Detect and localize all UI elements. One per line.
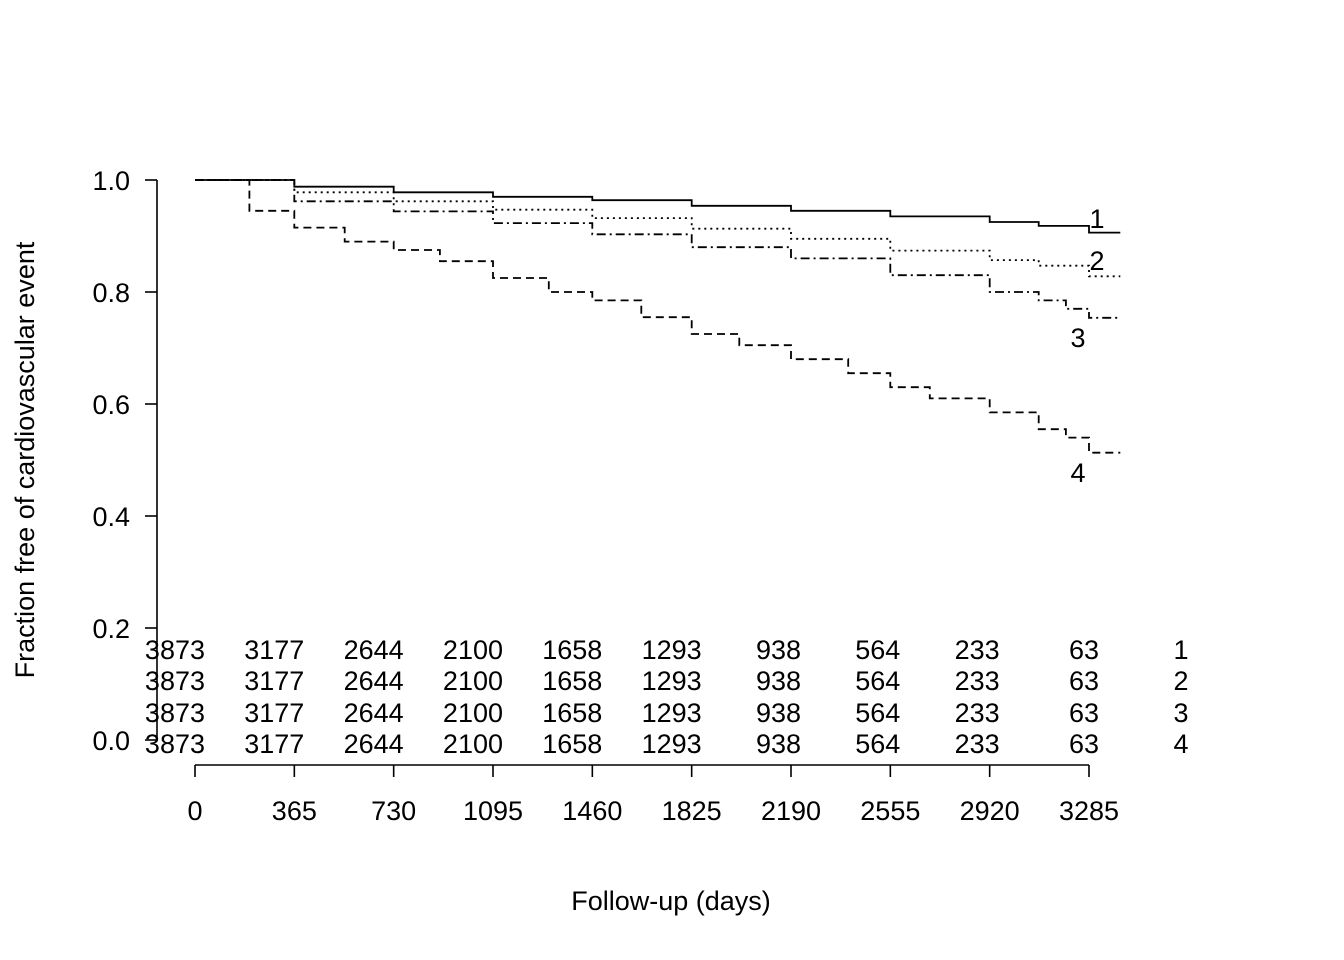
y-tick-label: 0.6 <box>92 390 130 420</box>
risk-count: 3873 <box>145 635 205 665</box>
risk-count: 63 <box>1069 729 1099 759</box>
risk-count: 3873 <box>145 666 205 696</box>
risk-count: 233 <box>955 666 1000 696</box>
x-tick-label: 1095 <box>463 796 523 826</box>
risk-count: 3177 <box>244 666 304 696</box>
survival-curve-1 <box>195 179 1121 234</box>
y-tick-label: 0.2 <box>92 614 130 644</box>
x-tick-label: 2190 <box>761 796 821 826</box>
y-tick-label: 0.4 <box>92 502 130 532</box>
risk-count: 2644 <box>344 666 404 696</box>
x-axis-title: Follow-up (days) <box>571 886 771 916</box>
y-tick-label: 1.0 <box>92 166 130 196</box>
x-tick-label: 365 <box>272 796 317 826</box>
risk-count: 1293 <box>642 698 702 728</box>
x-tick-label: 2920 <box>960 796 1020 826</box>
risk-count: 3177 <box>244 635 304 665</box>
risk-count: 3177 <box>244 698 304 728</box>
risk-count: 938 <box>756 666 801 696</box>
x-tick-label: 1825 <box>662 796 722 826</box>
y-tick-label: 0.0 <box>92 726 130 756</box>
risk-count: 2100 <box>443 698 503 728</box>
survival-curves <box>195 179 1121 454</box>
risk-count: 1293 <box>642 729 702 759</box>
risk-count: 938 <box>756 635 801 665</box>
risk-count: 1658 <box>542 635 602 665</box>
survival-curve-2 <box>195 179 1121 278</box>
risk-table: 3873 3177 2644 2100 1658 1293 938 564 233 63 1 3873… <box>145 635 1189 759</box>
risk-count: 564 <box>855 666 900 696</box>
y-tick-label: 0.8 <box>92 278 130 308</box>
curve-label-2: 2 <box>1089 246 1104 276</box>
risk-row-label: 1 <box>1173 635 1188 665</box>
risk-row-label: 3 <box>1173 698 1188 728</box>
risk-count: 2100 <box>443 635 503 665</box>
x-tick-label: 3285 <box>1059 796 1119 826</box>
x-tick-label: 2555 <box>860 796 920 826</box>
risk-count: 2100 <box>443 666 503 696</box>
risk-count: 1293 <box>642 635 702 665</box>
x-tick-label: 0 <box>187 796 202 826</box>
risk-count: 63 <box>1069 698 1099 728</box>
curve-labels: 1 2 3 4 <box>1070 204 1104 488</box>
risk-count: 1658 <box>542 729 602 759</box>
risk-row-label: 4 <box>1173 729 1188 759</box>
y-axis-title: Fraction free of cardiovascular event <box>10 241 40 678</box>
risk-count: 2644 <box>344 729 404 759</box>
risk-count: 233 <box>955 635 1000 665</box>
risk-count: 2644 <box>344 698 404 728</box>
y-axis: 1.0 0.8 0.6 0.4 0.2 0.0 <box>92 166 158 756</box>
risk-count: 63 <box>1069 635 1099 665</box>
risk-count: 564 <box>855 698 900 728</box>
risk-count: 233 <box>955 698 1000 728</box>
survival-curve-3 <box>195 179 1121 319</box>
x-tick-label: 1460 <box>562 796 622 826</box>
risk-count: 564 <box>855 729 900 759</box>
x-axis: 0 365 730 1095 1460 1825 2190 2555 2920 3285 <box>187 764 1119 826</box>
risk-count: 3873 <box>145 729 205 759</box>
risk-count: 938 <box>756 698 801 728</box>
curve-label-1: 1 <box>1089 204 1104 234</box>
risk-count: 63 <box>1069 666 1099 696</box>
curve-label-4: 4 <box>1070 458 1085 488</box>
x-tick-label: 730 <box>371 796 416 826</box>
risk-count: 2644 <box>344 635 404 665</box>
risk-count: 1658 <box>542 666 602 696</box>
risk-count: 1658 <box>542 698 602 728</box>
survival-curve-4 <box>195 179 1121 454</box>
curve-label-3: 3 <box>1070 323 1085 353</box>
risk-count: 3873 <box>145 698 205 728</box>
risk-count: 1293 <box>642 666 702 696</box>
risk-count: 3177 <box>244 729 304 759</box>
risk-count: 2100 <box>443 729 503 759</box>
risk-count: 564 <box>855 635 900 665</box>
risk-count: 233 <box>955 729 1000 759</box>
risk-row-label: 2 <box>1173 666 1188 696</box>
risk-count: 938 <box>756 729 801 759</box>
